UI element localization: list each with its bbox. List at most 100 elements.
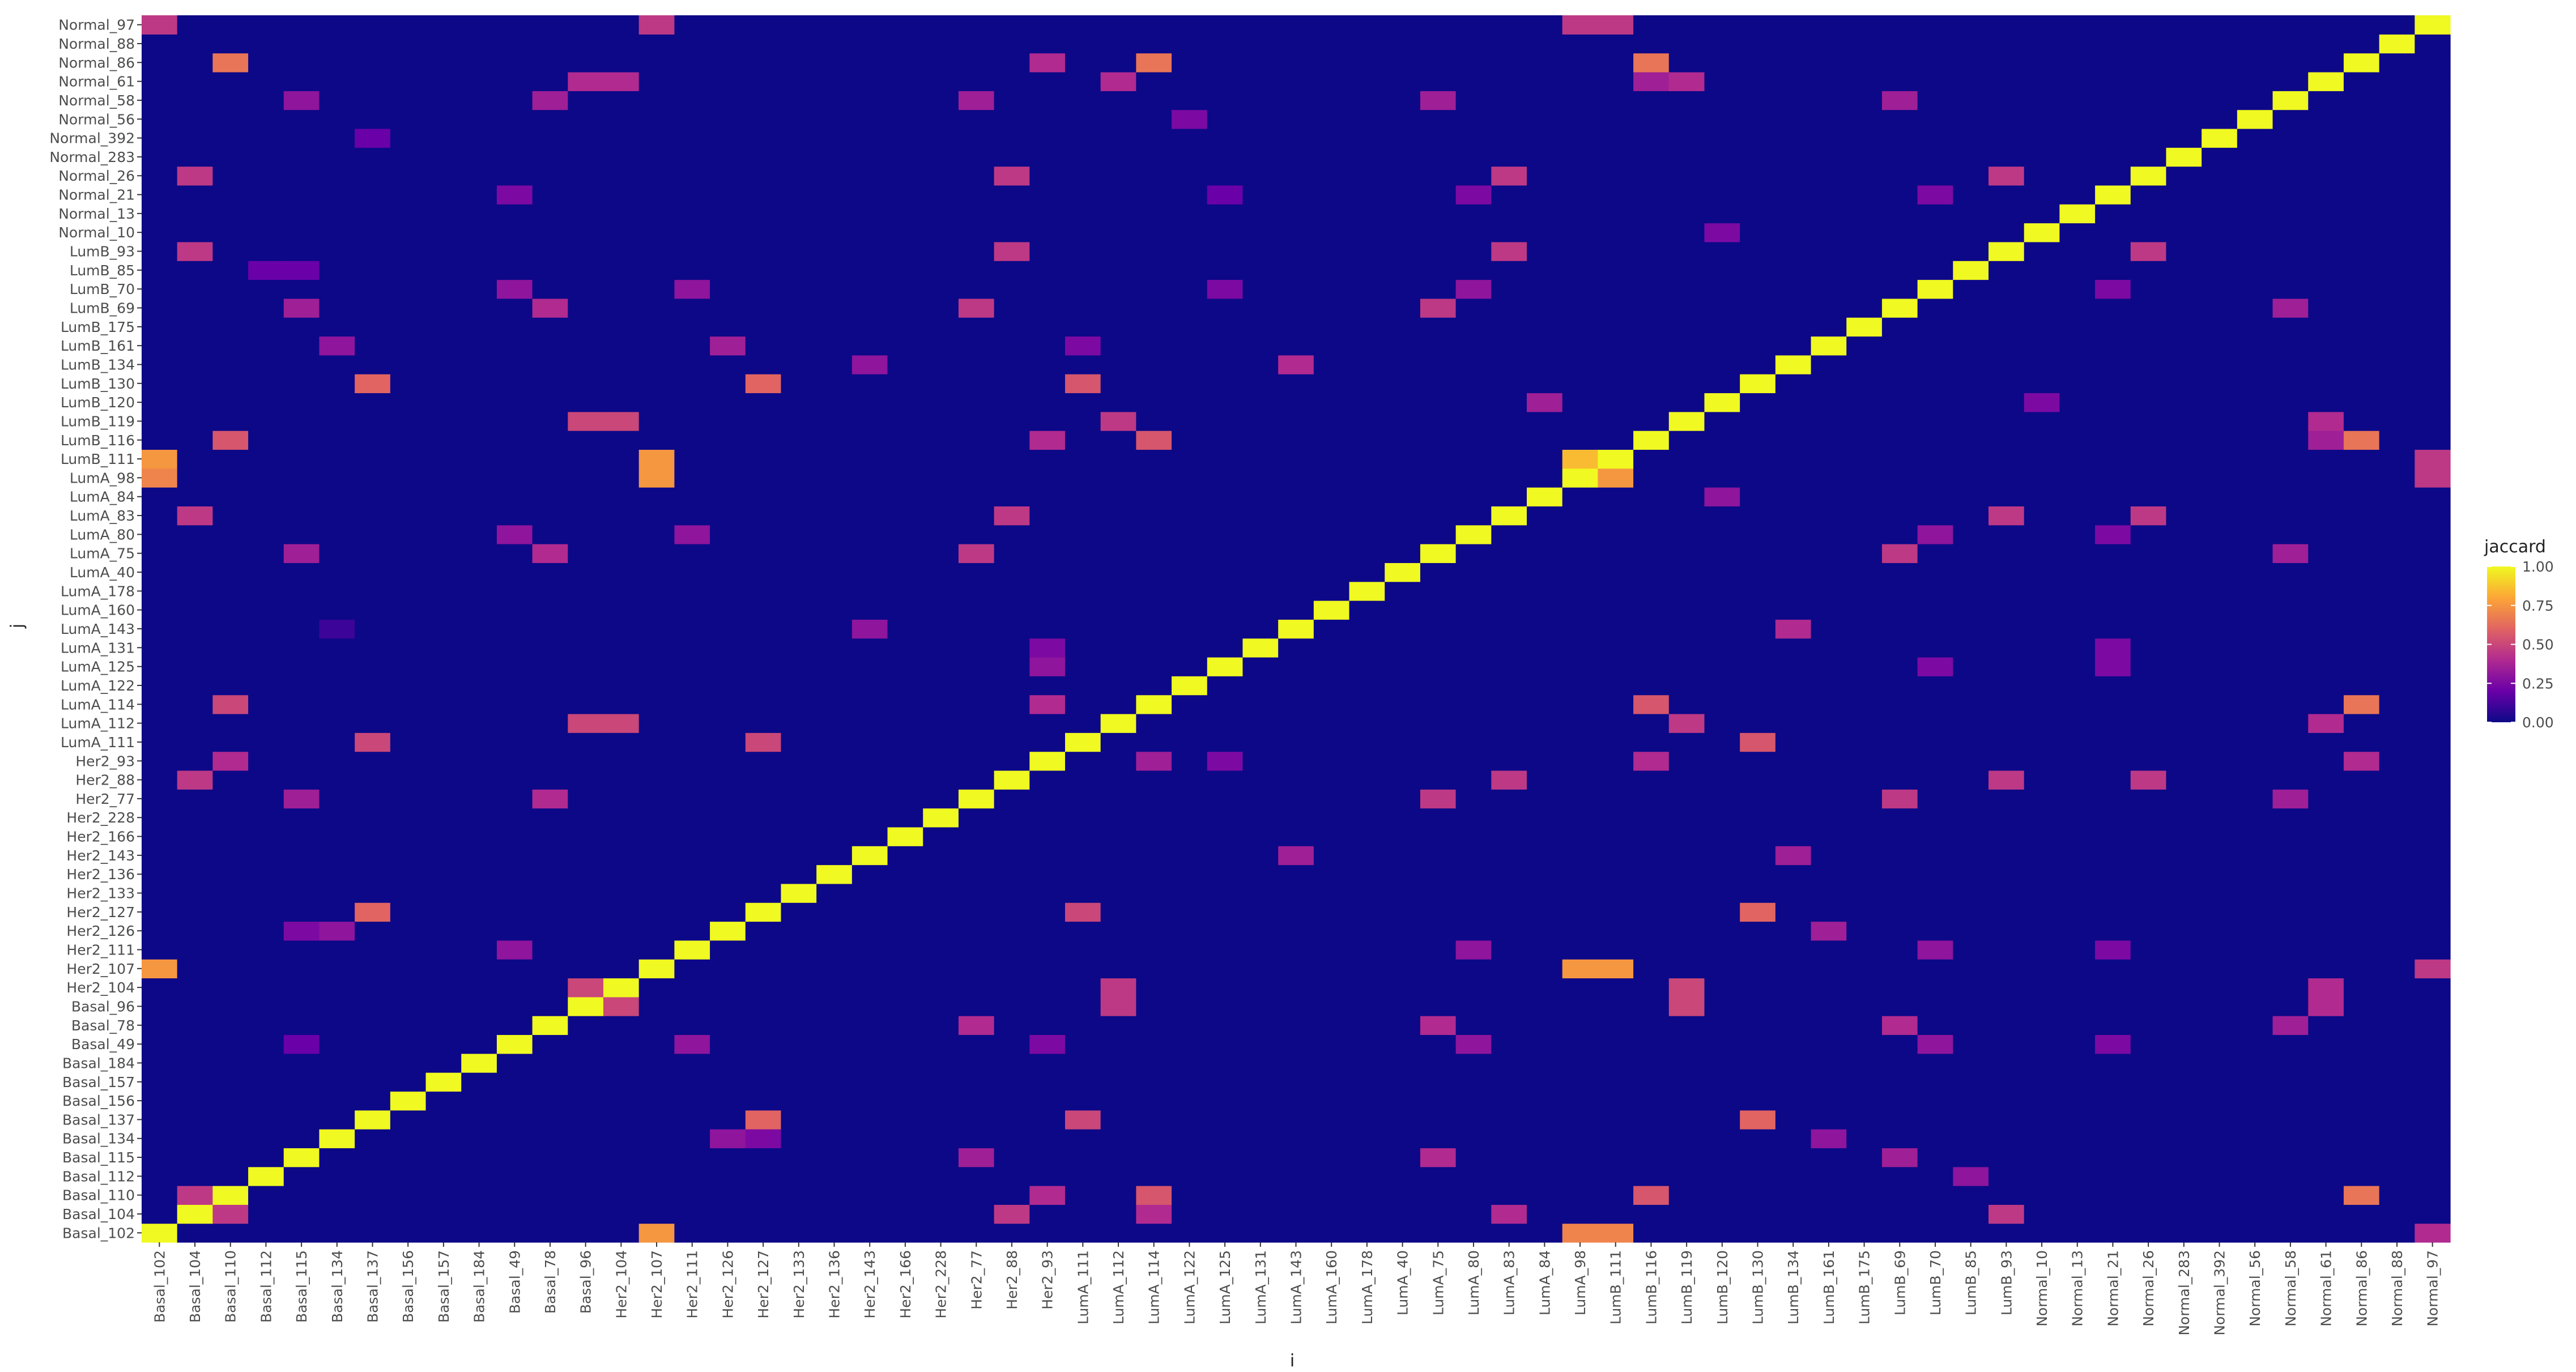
heatmap-cell bbox=[923, 1223, 959, 1243]
heatmap-cell bbox=[1029, 921, 1066, 941]
heatmap-cell bbox=[568, 506, 604, 526]
y-tick-label: Normal_21 bbox=[58, 187, 135, 203]
heatmap-cell bbox=[923, 91, 959, 110]
heatmap-cell bbox=[2343, 525, 2380, 544]
heatmap-cell bbox=[1491, 1110, 1527, 1130]
heatmap-cell bbox=[1385, 185, 1421, 204]
heatmap-cell bbox=[958, 204, 995, 224]
heatmap-cell bbox=[1740, 223, 1776, 242]
heatmap-cell bbox=[496, 581, 533, 601]
heatmap-cell bbox=[1881, 185, 1918, 204]
heatmap-cell bbox=[781, 241, 817, 261]
heatmap-cell bbox=[1242, 128, 1279, 148]
heatmap-cell bbox=[390, 544, 427, 563]
heatmap-cell bbox=[923, 393, 959, 412]
heatmap-cell bbox=[177, 789, 213, 809]
heatmap-cell bbox=[2237, 1110, 2273, 1130]
heatmap-cell bbox=[923, 770, 959, 790]
heatmap-cell bbox=[1420, 751, 1457, 771]
heatmap-cell bbox=[319, 298, 355, 318]
heatmap-cell bbox=[1349, 336, 1385, 356]
heatmap-cell bbox=[1740, 204, 1776, 224]
heatmap-cell bbox=[1349, 317, 1385, 337]
heatmap-cell bbox=[1668, 487, 1705, 506]
heatmap-cell bbox=[1633, 185, 1670, 204]
heatmap-cell bbox=[212, 864, 249, 884]
heatmap-cell bbox=[1775, 393, 1812, 412]
heatmap-cell bbox=[2415, 185, 2451, 204]
heatmap-cell bbox=[1207, 374, 1244, 394]
heatmap-cell bbox=[2024, 1016, 2060, 1036]
heatmap-cell bbox=[2272, 317, 2309, 337]
heatmap-cell bbox=[1065, 694, 1101, 714]
heatmap-cell bbox=[816, 1129, 853, 1148]
heatmap-cell bbox=[319, 638, 355, 658]
y-axis-ticks: Basal_102Basal_104Basal_110Basal_112Basa… bbox=[49, 17, 142, 1241]
legend-tick-label: 1.00 bbox=[2522, 559, 2554, 575]
heatmap-cell bbox=[1029, 393, 1066, 412]
heatmap-cell bbox=[1029, 53, 1066, 73]
heatmap-cell bbox=[2272, 959, 2309, 979]
heatmap-cell bbox=[568, 411, 604, 431]
heatmap-cell bbox=[2166, 393, 2202, 412]
heatmap-cell bbox=[2237, 128, 2273, 148]
heatmap-cell bbox=[1740, 487, 1776, 506]
heatmap-cell bbox=[1775, 563, 1812, 582]
heatmap-cell bbox=[2237, 826, 2273, 846]
heatmap-cell bbox=[496, 525, 533, 544]
heatmap-cell bbox=[1775, 1129, 1812, 1148]
heatmap-cell bbox=[2415, 449, 2451, 469]
y-tick-label: LumB_111 bbox=[61, 451, 135, 467]
heatmap-cell bbox=[603, 959, 640, 979]
heatmap-cell bbox=[2237, 1034, 2273, 1054]
heatmap-cell bbox=[994, 128, 1030, 148]
heatmap-cell bbox=[1420, 279, 1457, 299]
heatmap-cell bbox=[2379, 1016, 2415, 1036]
heatmap-cell bbox=[461, 1186, 497, 1205]
heatmap-cell bbox=[2059, 223, 2096, 242]
y-tick-label: Normal_86 bbox=[58, 54, 135, 71]
heatmap-cell bbox=[142, 525, 178, 544]
heatmap-cell bbox=[142, 921, 178, 941]
heatmap-cell bbox=[816, 713, 853, 733]
y-tick-label: LumA_111 bbox=[61, 734, 135, 751]
heatmap-cell bbox=[1989, 204, 2025, 224]
heatmap-cell bbox=[2166, 676, 2202, 696]
heatmap-cell bbox=[1527, 91, 1563, 110]
heatmap-cell bbox=[710, 1166, 746, 1186]
heatmap-cell bbox=[425, 525, 462, 544]
heatmap-cell bbox=[638, 1186, 675, 1205]
heatmap-cell bbox=[2379, 147, 2415, 167]
heatmap-cell bbox=[1881, 449, 1918, 469]
heatmap-cell bbox=[1633, 902, 1670, 922]
heatmap-cell bbox=[603, 1091, 640, 1111]
heatmap-cell bbox=[2130, 298, 2167, 318]
heatmap-cell bbox=[177, 638, 213, 658]
heatmap-cell bbox=[1242, 109, 1279, 129]
heatmap-cell bbox=[1811, 770, 1847, 790]
heatmap-cell bbox=[1029, 600, 1066, 620]
heatmap-cell bbox=[2308, 1223, 2344, 1243]
heatmap-cell bbox=[603, 808, 640, 828]
heatmap-cell bbox=[1172, 204, 1208, 224]
heatmap-cell bbox=[2166, 1110, 2202, 1130]
heatmap-cell bbox=[142, 185, 178, 204]
heatmap-cell bbox=[1385, 91, 1421, 110]
heatmap-cell bbox=[638, 1016, 675, 1036]
heatmap-cell bbox=[1385, 619, 1421, 639]
heatmap-cell bbox=[568, 544, 604, 563]
heatmap-cell bbox=[1989, 902, 2025, 922]
heatmap-cell bbox=[994, 449, 1030, 469]
heatmap-cell bbox=[923, 15, 959, 35]
heatmap-cell bbox=[2130, 544, 2167, 563]
heatmap-cell bbox=[816, 1091, 853, 1111]
heatmap-cell bbox=[532, 449, 568, 469]
heatmap-cell bbox=[781, 619, 817, 639]
heatmap-cell bbox=[355, 581, 391, 601]
heatmap-cell bbox=[532, 393, 568, 412]
heatmap-cell bbox=[1065, 431, 1101, 450]
heatmap-cell bbox=[2343, 826, 2380, 846]
heatmap-cell bbox=[2343, 902, 2380, 922]
heatmap-cell bbox=[1100, 223, 1136, 242]
heatmap-cell bbox=[923, 808, 959, 828]
